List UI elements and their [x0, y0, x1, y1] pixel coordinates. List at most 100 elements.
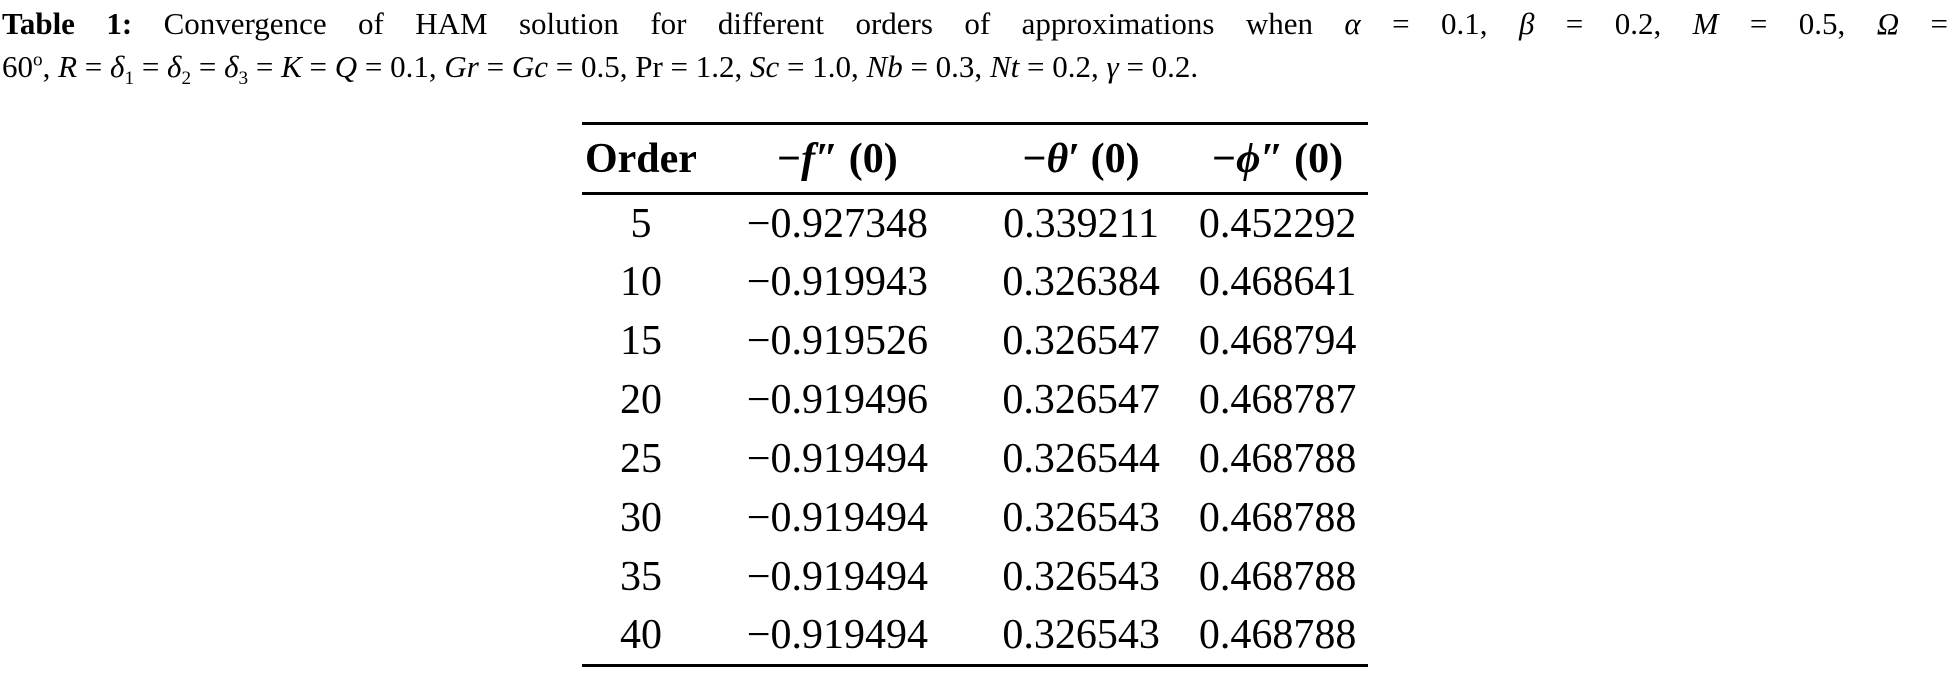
table-cell: 0.326384	[1002, 259, 1160, 305]
column-header-order: Order	[582, 124, 700, 194]
table-cell: 0.468788	[1198, 495, 1357, 541]
table-cell: 0.339211	[1003, 200, 1160, 247]
text-segment: = 0.5,	[1718, 6, 1877, 41]
text-segment: = 0.5,	[547, 49, 636, 84]
text-segment: =	[1899, 6, 1949, 41]
text-segment: = 0.2,	[1534, 6, 1693, 41]
table-row: 35 −0.919494 0.326543 0.468788	[582, 548, 1368, 607]
text-segment: Q	[334, 49, 358, 84]
table-cell: −0.919494	[746, 554, 929, 600]
table-cell: −0.919494	[746, 436, 929, 482]
text-segment: Nb	[866, 49, 903, 84]
table-row: 15 −0.919526 0.326547 0.468794	[582, 312, 1368, 371]
text-segment: Gr	[444, 49, 479, 84]
text-segment: ϕ	[1236, 135, 1261, 182]
text-segment: δ	[110, 49, 125, 84]
table-cell: 30	[619, 495, 662, 541]
table-cell: 15	[619, 318, 662, 364]
table-cell: −0.919494	[746, 612, 929, 659]
text-segment: =	[248, 49, 282, 84]
table-row: 20 −0.919496 0.326547 0.468787	[582, 371, 1368, 430]
text-segment: o	[33, 49, 43, 71]
text-segment: = 0.2.	[1118, 49, 1199, 84]
header-row: Order −f″ (0) −θ′ (0) −ϕ″ (0)	[582, 124, 1368, 194]
text-segment: γ	[1106, 49, 1119, 84]
text-segment: Order	[584, 135, 697, 182]
table-cell: −0.927348	[746, 200, 929, 247]
text-segment: = 0.1,	[1360, 6, 1519, 41]
text-segment: M	[1692, 6, 1719, 41]
caption-line-1: Table 1: Convergence of HAM solution for…	[2, 2, 1948, 45]
table-row: 40 −0.919494 0.326543 0.468788	[582, 607, 1368, 666]
text-segment: = 0.1,	[357, 49, 445, 84]
text-segment: ,	[42, 49, 59, 84]
table-cell: −0.919494	[746, 495, 929, 541]
table-cell: 5	[630, 200, 652, 247]
text-segment: (0)	[1080, 135, 1140, 182]
table-cell: −0.919526	[746, 318, 929, 364]
table-cell: 0.326543	[1002, 612, 1160, 659]
text-segment: f	[801, 135, 816, 182]
text-segment: β	[1518, 6, 1535, 41]
text-segment: R	[58, 49, 78, 84]
column-header-theta-prime: −θ′ (0)	[975, 124, 1187, 194]
text-segment: =	[478, 49, 512, 84]
table-caption: Table 1: Convergence of HAM solution for…	[2, 2, 1948, 88]
table-cell: 0.468641	[1198, 259, 1357, 305]
table-cell: 0.468788	[1198, 612, 1357, 659]
text-segment: 3	[238, 68, 249, 90]
table-cell: 0.326547	[1002, 318, 1160, 364]
text-segment: θ	[1046, 135, 1069, 182]
caption-line-2: 60o, R = δ1 = δ2 = δ3 = K = Q = 0.1, Gr …	[2, 45, 1948, 88]
table-cell: 0.326543	[1002, 495, 1160, 541]
text-segment: =	[301, 49, 335, 84]
text-segment: 60	[2, 49, 33, 84]
text-segment: =	[191, 49, 225, 84]
text-segment: = 1.2,	[662, 49, 751, 84]
table-cell: 20	[619, 377, 662, 423]
text-segment: δ	[224, 49, 239, 84]
table-cell: 0.326544	[1002, 436, 1160, 482]
text-segment: δ	[167, 49, 182, 84]
text-segment: Pr	[635, 49, 663, 84]
text-segment: =	[134, 49, 168, 84]
text-segment: ″	[1260, 135, 1284, 182]
text-segment: −	[1212, 135, 1237, 182]
text-segment: =	[77, 49, 111, 84]
table-body: 5 −0.927348 0.339211 0.452292 10 −0.919943 0.3…	[582, 194, 1368, 666]
text-segment: (0)	[1283, 135, 1344, 182]
table-cell: 0.468788	[1198, 554, 1357, 600]
table-row: 30 −0.919494 0.326543 0.468788	[582, 489, 1368, 548]
table-cell: 25	[619, 436, 662, 482]
text-segment: Gc	[511, 49, 548, 84]
table-cell: 0.452292	[1198, 200, 1357, 247]
table-header: Order −f″ (0) −θ′ (0) −ϕ″ (0)	[582, 124, 1368, 194]
text-segment: Nt	[989, 49, 1020, 84]
table-row: 5 −0.927348 0.339211 0.452292	[582, 194, 1368, 253]
table-cell: 35	[619, 554, 662, 600]
text-segment: (0)	[838, 135, 898, 182]
convergence-table: Order −f″ (0) −θ′ (0) −ϕ″ (0) 5 −0.927348…	[582, 122, 1368, 667]
text-segment: Convergence of HAM solution for differen…	[163, 6, 1345, 41]
table-cell: 0.326547	[1002, 377, 1160, 423]
table-row: 10 −0.919943 0.326384 0.468641	[582, 253, 1368, 312]
table-cell: 0.468787	[1198, 377, 1357, 423]
text-segment: Table 1:	[2, 6, 164, 41]
column-header-phi-double-prime: −ϕ″ (0)	[1187, 124, 1368, 194]
text-segment: 1	[124, 68, 135, 90]
table-cell: 40	[619, 612, 662, 659]
table-cell: 0.326543	[1002, 554, 1160, 600]
table-cell: 10	[619, 259, 662, 305]
table-cell: −0.919943	[746, 259, 929, 305]
table-row: 25 −0.919494 0.326544 0.468788	[582, 430, 1368, 489]
text-segment: Sc	[750, 49, 780, 84]
text-segment: = 0.3,	[902, 49, 990, 84]
text-segment: −	[777, 135, 802, 182]
text-segment: ″	[815, 135, 839, 182]
text-segment: 2	[181, 68, 192, 90]
text-segment: = 1.0,	[779, 49, 867, 84]
table-cell: 0.468794	[1198, 318, 1357, 364]
column-header-f-double-prime: −f″ (0)	[700, 124, 975, 194]
text-segment: α	[1344, 6, 1361, 41]
